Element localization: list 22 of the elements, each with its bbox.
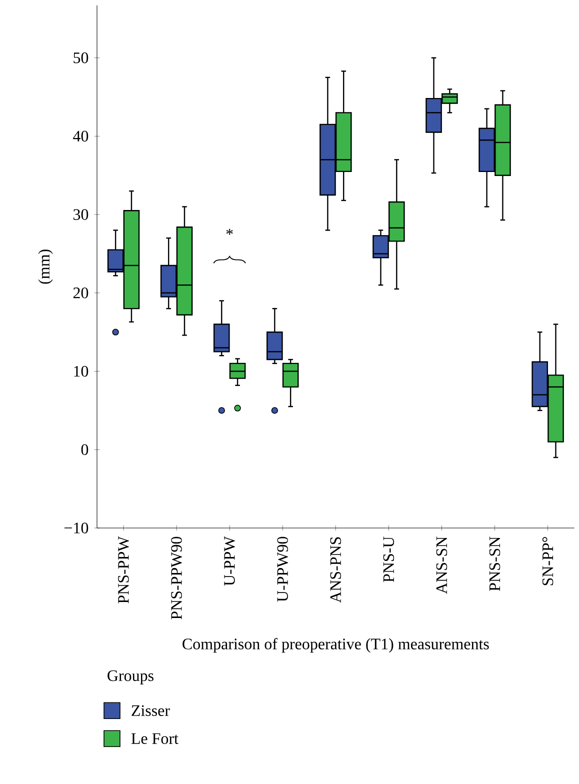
x-axis-title: Comparison of preoperative (T1) measurements: [182, 638, 490, 653]
x-tick-label: PNS-PPW90: [171, 536, 182, 620]
x-tick-label: PNS-SN: [490, 536, 500, 591]
y-tick-label: 40: [73, 130, 88, 142]
y-axis-title: (mm): [38, 250, 53, 284]
x-tick-label: ANS-PNS: [330, 537, 342, 603]
legend-label: Zisser: [132, 705, 170, 716]
x-tick-label: ANS-SN: [436, 536, 448, 594]
y-tick-label: 10: [74, 366, 88, 377]
legend-title: Groups: [108, 670, 154, 684]
y-tick-label: 30: [74, 209, 88, 220]
x-tick-label: PNS-U: [383, 536, 394, 582]
y-tick-label: 50: [74, 52, 88, 64]
x-tick-label: SN-PP°: [542, 537, 554, 586]
annotation: *: [226, 228, 233, 235]
x-tick-label: U-PPW90: [277, 536, 288, 602]
x-tick-label: PNS-PPW: [118, 536, 130, 604]
y-tick-label: −10: [64, 522, 88, 534]
x-tick-label: U-PPW: [224, 536, 236, 586]
legend-label: Le Fort: [132, 733, 179, 744]
y-tick-label: 20: [74, 288, 88, 298]
y-tick-label: 0: [82, 444, 88, 456]
